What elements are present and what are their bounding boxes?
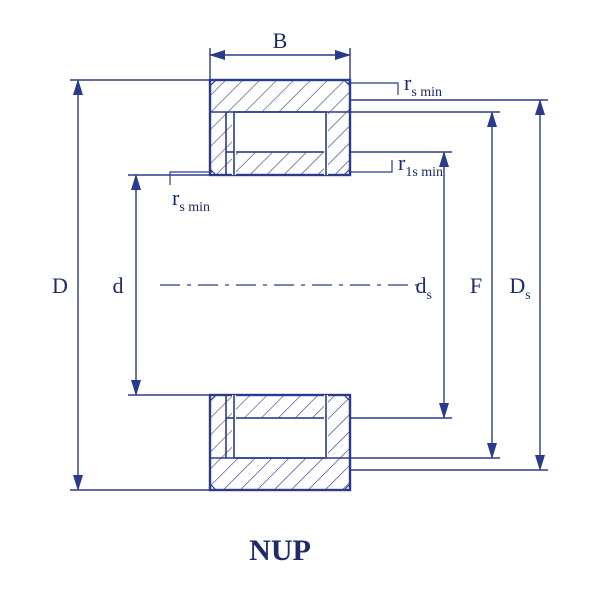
label-ds: ds (416, 273, 432, 303)
diagram-title: NUP (249, 534, 311, 567)
label-F: F (470, 273, 482, 298)
label-r1s-min: r1s min (398, 150, 443, 180)
leader-r1s-min (349, 160, 392, 172)
bearing-diagram: B rs min r1s min rs min D d ds (0, 0, 600, 600)
leader-rs-min-inner (170, 172, 212, 185)
label-rs-min-inner: rs min (172, 185, 210, 215)
label-Ds: Ds (509, 273, 530, 303)
label-d: d (113, 273, 124, 298)
label-B: B (273, 28, 288, 53)
top-section (210, 80, 350, 175)
leader-rs-min-outer (347, 83, 398, 95)
label-rs-min-outer: rs min (404, 70, 442, 100)
bottom-section (210, 395, 350, 490)
label-D: D (52, 273, 68, 298)
